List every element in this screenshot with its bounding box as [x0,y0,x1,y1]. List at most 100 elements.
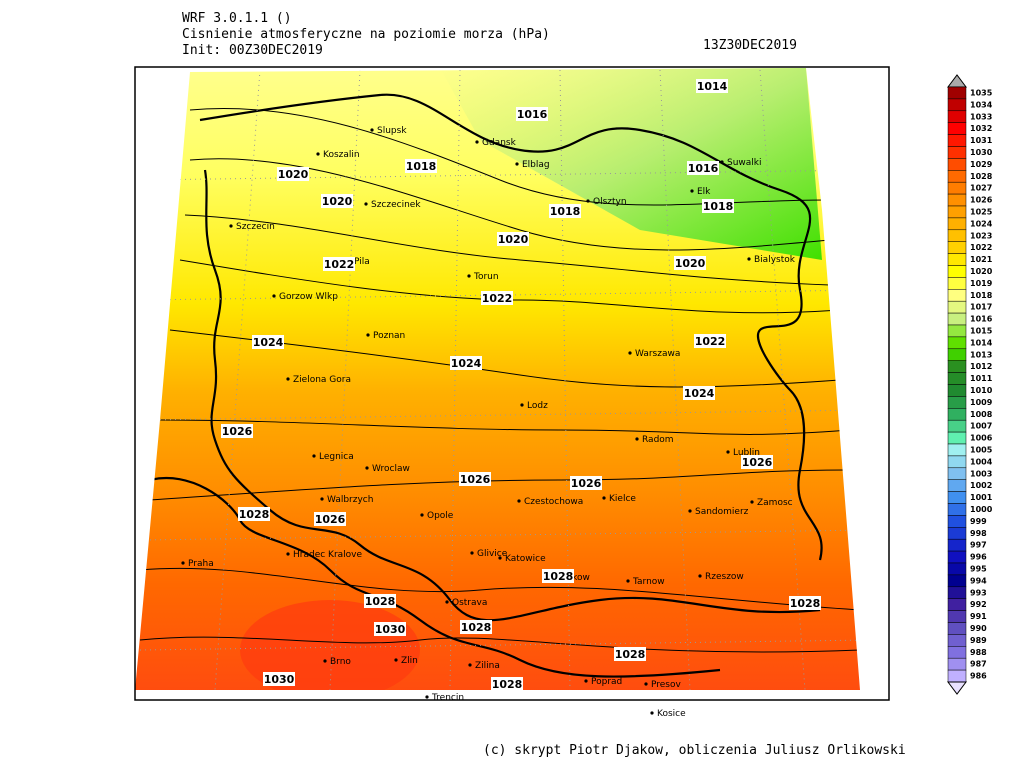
colorbar-cell [947,277,967,290]
isobar-label-box [323,257,355,271]
colorbar-cell [947,479,967,492]
colorbar-label: 1026 [970,196,993,205]
isobar-label: 1026 [222,425,253,438]
isobar-label: 1018 [406,160,437,173]
city-label: Zamosc [757,498,793,508]
isobar-label-box [497,232,529,246]
isobar-label-box [694,334,726,348]
colorbar-label: 1029 [970,160,993,169]
city-label: Elblag [522,160,550,170]
colorbar-label: 1014 [970,338,993,347]
isobar-label-box [252,335,284,349]
city-dot [520,403,524,407]
colorbar-label: 1000 [970,505,993,514]
isobar-label-box [321,194,353,208]
colorbar-label: 1008 [970,410,993,419]
colorbar-cell [947,360,967,373]
colorbar-arrow-top [947,74,967,88]
colorbar-cell [947,384,967,397]
city-dot [720,160,724,164]
colorbar-label: 1034 [970,100,993,109]
city-dot [690,189,694,193]
colorbar-label: 1023 [970,231,992,240]
colorbar-label: 1002 [970,481,992,490]
city-dot [445,600,449,604]
colorbar-label: 991 [970,612,987,621]
isobar-label-box [364,594,396,608]
colorbar-label: 1017 [970,303,992,312]
colorbar-label: 1024 [970,219,993,228]
isobar-label: 1030 [375,623,406,636]
colorbar-label: 988 [970,648,987,657]
city-dot [364,202,368,206]
colorbar-label: 1020 [970,267,993,276]
colorbar-cell [947,229,967,242]
isobar-label: 1028 [239,508,270,521]
colorbar-label: 990 [970,624,987,633]
city-dot [394,658,398,662]
isobar-label-box [450,356,482,370]
city-dot [420,513,424,517]
isobar-label: 1028 [790,597,821,610]
colorbar-cell [947,265,967,278]
isobar-label: 1022 [695,335,726,348]
isobar-label: 1014 [697,80,728,93]
colorbar-label: 1013 [970,350,992,359]
colorbar-cell [947,324,967,338]
colorbar-label: 995 [970,564,987,573]
colorbar-cell [947,419,967,433]
valid-time: 13Z30DEC2019 [703,38,797,53]
city-label: Glivice [477,549,508,559]
city-dot [750,500,754,504]
isobar-label: 1026 [460,473,491,486]
colorbar-cell [947,146,967,159]
city-dot [747,257,751,261]
city-dot [181,561,185,565]
city-label: Gdansk [482,138,517,148]
city-label: Legnica [319,452,354,462]
colorbar-label: 1003 [970,469,992,478]
isobar-label-box [696,79,728,93]
isobar-label: 1028 [461,621,492,634]
colorbar-label: 999 [970,517,987,526]
city-label: Walbrzych [327,495,373,505]
colorbar-cell [947,396,967,409]
colorbar-cell [947,372,967,385]
city-dot [698,574,702,578]
colorbar-cell [947,336,967,350]
colorbar-label: 1030 [970,148,993,157]
isobar-label-box [405,159,437,173]
isobar-label: 1022 [482,292,513,305]
city-label: Wroclaw [372,464,410,474]
city-dot [272,294,276,298]
city-label: Hradec Kralove [293,550,362,560]
city-label: Poznan [373,331,405,341]
isobar-label-box [460,620,492,634]
isobar-label-box [687,161,719,175]
isobar-label-box [741,455,773,469]
city-label: Szczecinek [371,200,421,210]
city-dot [425,695,429,699]
isobar-label-box [238,507,270,521]
colorbar-cell [947,134,967,147]
colorbar-label: 1001 [970,493,993,502]
isobar-label-box [459,472,491,486]
city-label: Olsztyn [593,197,627,207]
isobar-label: 1022 [324,258,355,271]
colorbar-label: 1019 [970,279,993,288]
isobar-label-box [516,107,548,121]
city-label: Bialystok [754,255,796,265]
colorbar-label: 996 [970,553,987,562]
colorbar-cell [947,491,967,504]
city-label: Brno [330,657,351,667]
city-dot [468,663,472,667]
colorbar-cell [947,181,967,195]
city-label: Kielce [609,494,636,504]
colorbar-cell [947,348,967,361]
isobar-label-box [374,622,406,636]
city-dot [316,152,320,156]
isobar-label: 1024 [253,336,284,349]
isobar-label: 1016 [688,162,719,175]
city-dot [370,128,374,132]
